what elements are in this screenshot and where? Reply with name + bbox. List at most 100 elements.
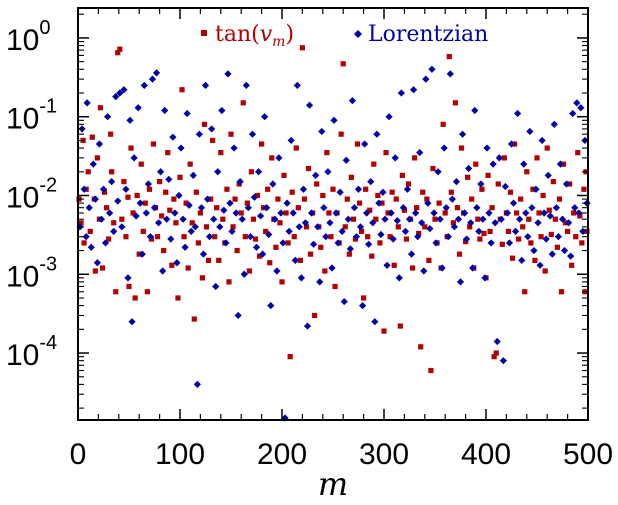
data-point — [393, 196, 399, 202]
data-point — [120, 86, 128, 94]
data-point — [212, 234, 218, 240]
data-point — [157, 168, 165, 176]
data-point — [279, 239, 287, 247]
data-point — [416, 230, 422, 237]
data-point — [430, 209, 438, 217]
data-point — [562, 180, 571, 188]
data-point — [121, 179, 127, 185]
data-point — [256, 212, 265, 220]
legend: tan(vm) Lorentzian — [201, 22, 488, 50]
data-point — [550, 179, 556, 185]
data-point — [565, 228, 571, 235]
data-point — [263, 228, 269, 235]
data-point — [224, 186, 230, 192]
data-point — [179, 215, 187, 223]
data-point — [185, 201, 193, 209]
data-point — [224, 70, 232, 78]
data-point — [446, 53, 452, 60]
data-point — [356, 200, 363, 206]
data-point — [246, 233, 254, 241]
data-point — [112, 93, 120, 101]
data-point — [140, 228, 146, 235]
data-point — [507, 140, 516, 148]
data-point — [322, 268, 328, 274]
data-point — [458, 130, 467, 138]
data-point — [354, 141, 361, 147]
data-point — [575, 209, 583, 217]
data-point — [336, 188, 344, 196]
x-tick-label: 300 — [359, 438, 409, 471]
data-point — [444, 233, 452, 241]
data-point — [528, 204, 536, 212]
data-point — [467, 224, 473, 230]
data-point — [267, 302, 275, 310]
data-point — [422, 224, 428, 230]
data-point — [528, 240, 534, 246]
data-point — [232, 209, 240, 217]
data-point — [509, 255, 516, 261]
legend-label-tan: tan(vm) — [215, 22, 294, 50]
data-point — [185, 265, 191, 271]
data-point — [89, 160, 97, 168]
data-point — [340, 297, 348, 306]
data-point — [440, 121, 446, 127]
data-point — [485, 172, 491, 178]
data-point — [334, 239, 342, 247]
x-tick-label: 0 — [70, 438, 87, 471]
data-point — [222, 239, 230, 247]
data-point — [273, 267, 281, 275]
data-point — [175, 191, 183, 200]
data-point — [485, 209, 493, 217]
data-point — [320, 192, 326, 199]
data-point — [138, 161, 144, 167]
data-point — [99, 185, 108, 193]
data-point — [252, 236, 259, 242]
data-point — [191, 223, 199, 231]
data-point — [477, 236, 483, 242]
data-point — [456, 278, 465, 286]
data-point — [119, 216, 125, 222]
data-point — [177, 174, 183, 180]
data-point — [316, 278, 324, 286]
data-point — [326, 219, 334, 227]
data-point — [367, 207, 373, 213]
data-point — [471, 106, 479, 115]
data-point — [181, 234, 187, 240]
data-point — [350, 216, 356, 222]
data-point — [434, 168, 442, 176]
data-point — [365, 234, 371, 240]
data-point — [126, 283, 132, 290]
data-point — [230, 144, 238, 152]
y-tick-label: 10-4 — [6, 332, 57, 372]
data-point — [138, 250, 146, 258]
data-point — [426, 224, 434, 233]
data-point — [142, 200, 148, 206]
data-point — [422, 75, 430, 83]
data-point — [363, 209, 371, 217]
data-point — [242, 234, 248, 240]
data-point — [275, 196, 281, 202]
data-point — [267, 260, 273, 266]
data-point — [554, 244, 560, 250]
data-point — [571, 204, 579, 212]
data-point — [167, 235, 175, 243]
data-point — [269, 155, 275, 161]
data-point — [581, 186, 587, 192]
data-point — [124, 274, 132, 282]
data-point — [454, 205, 461, 211]
data-point — [442, 204, 450, 212]
data-point — [475, 227, 483, 236]
data-point — [93, 259, 101, 267]
data-point — [469, 196, 475, 202]
data-point — [395, 224, 401, 230]
data-point — [509, 199, 518, 207]
data-point — [140, 81, 148, 89]
data-point — [109, 169, 115, 175]
x-tick-label: 400 — [461, 438, 511, 471]
data-point — [393, 216, 401, 225]
data-point — [244, 200, 250, 206]
data-point — [358, 302, 367, 310]
data-point — [403, 185, 412, 193]
data-point — [238, 210, 244, 216]
data-point — [385, 113, 393, 121]
